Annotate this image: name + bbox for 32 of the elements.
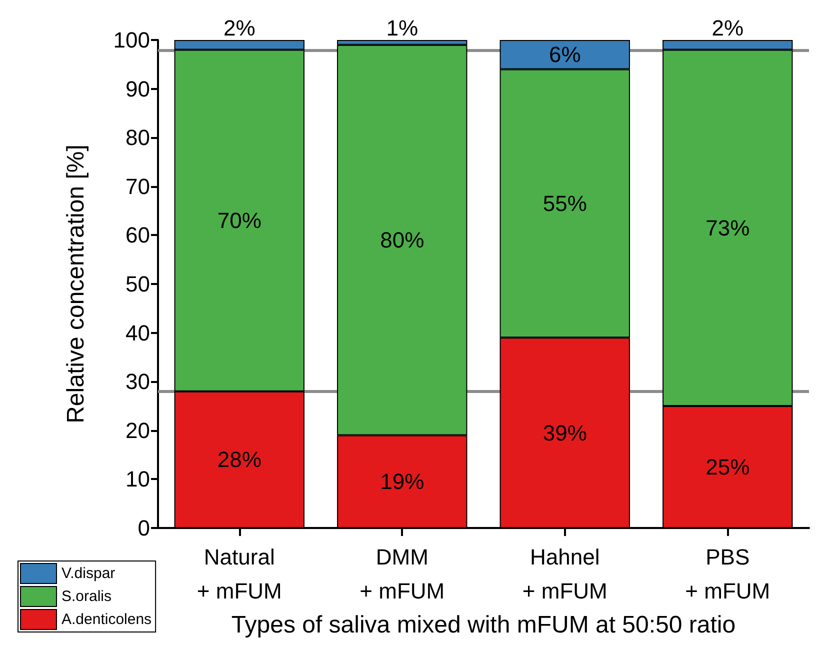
data-label: 2% <box>223 16 256 40</box>
y-tick-label: 100 <box>113 28 150 52</box>
y-tick-label: 70 <box>126 174 150 199</box>
data-label: 6% <box>548 42 581 68</box>
data-label: 1% <box>386 16 418 40</box>
y-tick-label: 30 <box>126 369 150 394</box>
data-label: 70% <box>217 208 262 234</box>
y-tick-label: 80 <box>126 125 150 150</box>
legend-label: V.dispar <box>62 565 116 582</box>
data-label: 2% <box>712 16 744 40</box>
data-label: 55% <box>542 190 587 216</box>
data-label: 80% <box>380 228 424 253</box>
data-label: 19% <box>380 469 424 494</box>
x-tick-label: DMM + mFUM <box>360 544 445 604</box>
legend-label: S.oralis <box>62 588 112 605</box>
y-tick-label: 10 <box>126 466 150 492</box>
x-axis-title: Types of saliva mixed with mFUM at 50:50 ratio <box>231 611 736 638</box>
y-axis-title: Relative concentration [%] <box>62 144 90 424</box>
data-label: 39% <box>542 420 587 446</box>
data-label: 25% <box>706 454 750 480</box>
y-tick-label: 40 <box>126 320 150 346</box>
x-tick-label: Hahnel + mFUM <box>522 544 608 604</box>
legend-label: A.denticolens <box>62 611 152 628</box>
y-tick-label: 0 <box>138 516 150 540</box>
y-tick-label: 60 <box>126 222 150 248</box>
data-label: 73% <box>706 215 750 240</box>
x-tick-label: Natural + mFUM <box>196 544 282 604</box>
y-tick-label: 50 <box>126 272 150 296</box>
y-tick-label: 90 <box>126 76 150 102</box>
x-tick-label: PBS + mFUM <box>685 544 770 604</box>
y-tick-label: 20 <box>126 418 150 443</box>
data-label: 28% <box>217 447 262 472</box>
